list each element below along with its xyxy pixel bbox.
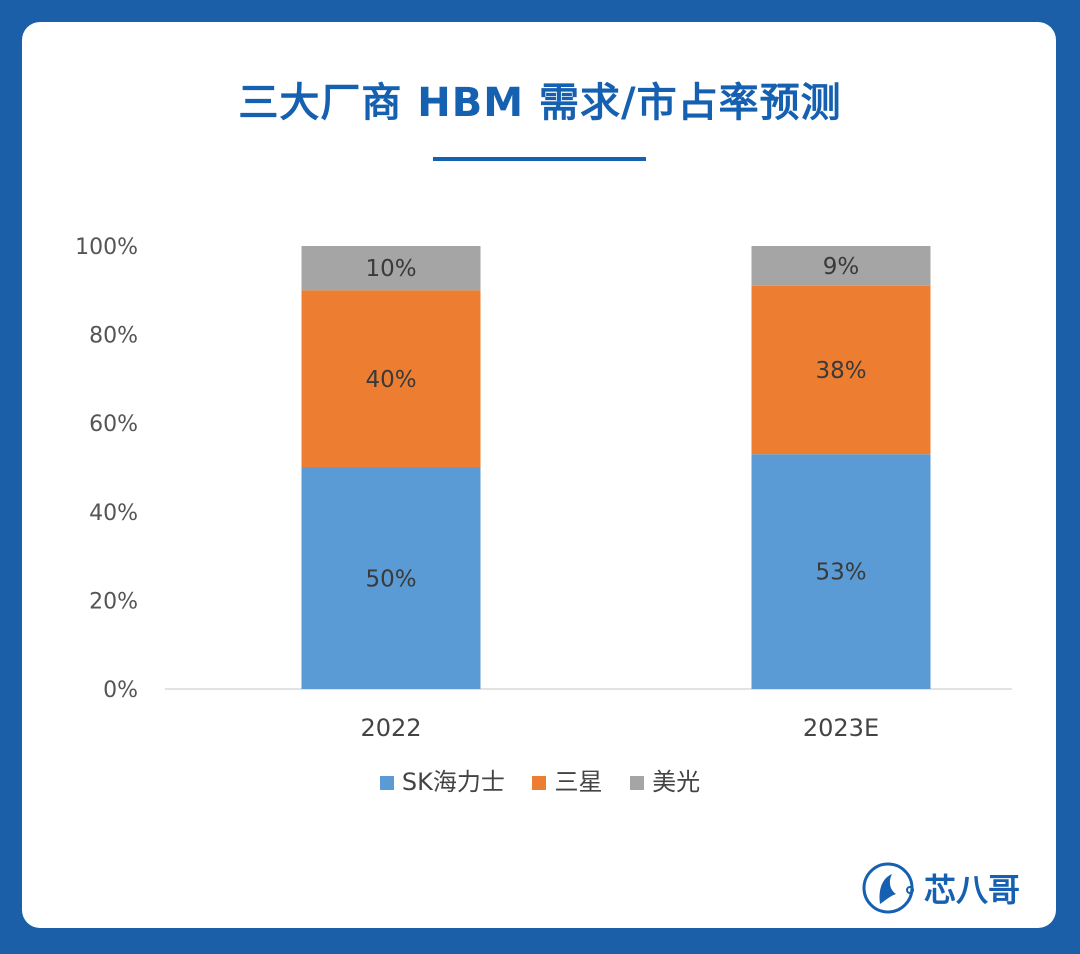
y-tick-label: 0% — [103, 678, 138, 703]
brand-logo: 芯八哥 — [860, 858, 1020, 918]
legend-item-samsung: 三星 — [532, 762, 602, 797]
page-title: 三大厂商 HBM 需求/市占率预测 — [238, 80, 842, 126]
x-axis: 2022 2023E — [360, 714, 879, 742]
data-labels: 50% 40% 10% 53% 38% 9% — [365, 254, 866, 592]
data-label: 9% — [823, 254, 860, 280]
brand-name: 芯八哥 — [924, 871, 1021, 909]
data-label: 38% — [815, 358, 866, 384]
data-label: 53% — [815, 560, 866, 586]
bird-logo-icon — [862, 862, 914, 914]
x-tick-label: 2022 — [360, 714, 421, 742]
y-axis: 0% 20% 40% 60% 80% 100% — [75, 235, 138, 703]
legend-label-micron: 美光 — [652, 768, 701, 796]
x-tick-label: 2023E — [803, 714, 879, 742]
data-label: 10% — [365, 256, 416, 282]
legend: SK海力士 三星 美光 — [0, 762, 1080, 797]
legend-swatch-samsung — [532, 776, 547, 790]
bars — [301, 246, 931, 689]
y-tick-label: 20% — [89, 589, 138, 614]
legend-item-sk-hynix: SK海力士 — [379, 762, 505, 797]
legend-label-sk-hynix: SK海力士 — [401, 768, 505, 796]
legend-swatch-micron — [630, 776, 645, 790]
data-label: 40% — [365, 367, 416, 393]
bar-segment — [301, 290, 481, 468]
y-tick-label: 60% — [89, 412, 138, 437]
bar-segment — [301, 246, 481, 291]
y-tick-label: 80% — [89, 324, 138, 349]
bar-segment — [301, 467, 481, 689]
legend-label-samsung: 三星 — [554, 768, 603, 796]
y-tick-label: 100% — [75, 235, 138, 260]
title-underline — [433, 157, 646, 161]
bar-segment — [751, 246, 931, 286]
y-tick-label: 40% — [89, 501, 138, 526]
data-label: 50% — [365, 566, 416, 592]
bar-segment — [751, 285, 931, 455]
bar-segment — [751, 454, 931, 689]
legend-swatch-sk-hynix — [379, 776, 394, 790]
legend-item-micron: 美光 — [630, 762, 700, 797]
